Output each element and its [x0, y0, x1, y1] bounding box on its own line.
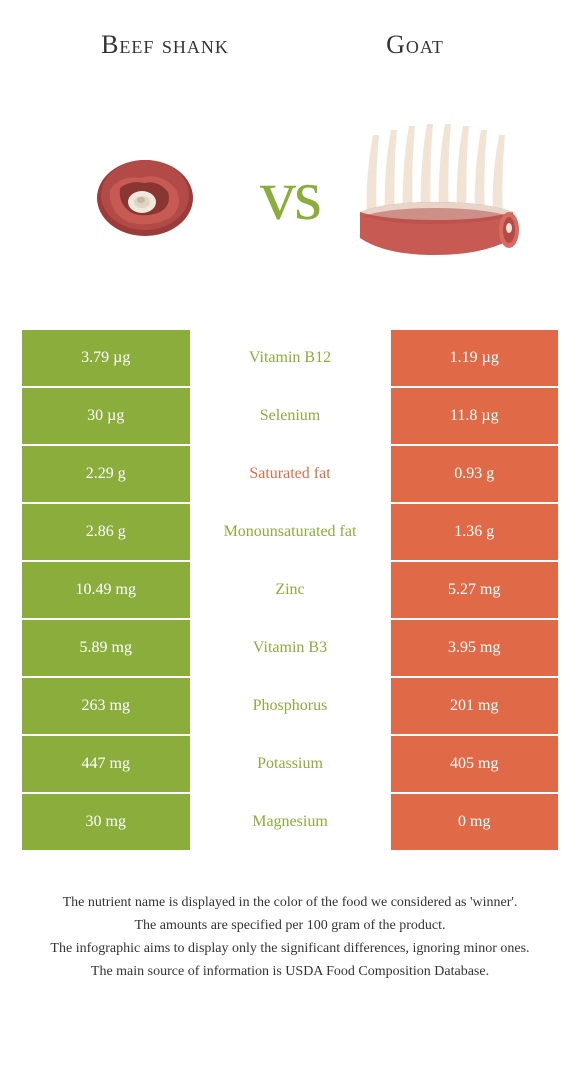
table-row: 2.29 gSaturated fat0.93 g	[22, 446, 558, 502]
cell-left-value: 2.29 g	[22, 446, 190, 502]
cell-left-value: 3.79 µg	[22, 330, 190, 386]
cell-right-value: 11.8 µg	[391, 388, 559, 444]
cell-left-value: 263 mg	[22, 678, 190, 734]
table-row: 5.89 mgVitamin B33.95 mg	[22, 620, 558, 676]
cell-nutrient-label: Vitamin B3	[190, 620, 391, 676]
cell-right-value: 3.95 mg	[391, 620, 559, 676]
cell-left-value: 30 mg	[22, 794, 190, 850]
cell-right-value: 405 mg	[391, 736, 559, 792]
table-row: 447 mgPotassium405 mg	[22, 736, 558, 792]
cell-nutrient-label: Potassium	[190, 736, 391, 792]
goat-rack-icon	[345, 120, 525, 270]
header-right: Goat	[290, 30, 540, 60]
beef-shank-icon	[90, 150, 200, 240]
nutrient-table: 3.79 µgVitamin B121.19 µg30 µgSelenium11…	[0, 330, 580, 850]
cell-nutrient-label: Phosphorus	[190, 678, 391, 734]
cell-left-value: 5.89 mg	[22, 620, 190, 676]
table-row: 30 mgMagnesium0 mg	[22, 794, 558, 850]
footer-line: The nutrient name is displayed in the co…	[20, 892, 560, 913]
cell-nutrient-label: Monounsaturated fat	[190, 504, 391, 560]
footer-notes: The nutrient name is displayed in the co…	[0, 852, 580, 982]
table-row: 2.86 gMonounsaturated fat1.36 g	[22, 504, 558, 560]
beef-shank-image	[30, 150, 260, 240]
goat-rack-image	[320, 120, 550, 270]
cell-nutrient-label: Vitamin B12	[190, 330, 391, 386]
table-row: 3.79 µgVitamin B121.19 µg	[22, 330, 558, 386]
cell-right-value: 5.27 mg	[391, 562, 559, 618]
cell-right-value: 1.36 g	[391, 504, 559, 560]
cell-left-value: 447 mg	[22, 736, 190, 792]
header-left: Beef shank	[40, 30, 290, 60]
cell-right-value: 1.19 µg	[391, 330, 559, 386]
table-row: 10.49 mgZinc5.27 mg	[22, 562, 558, 618]
cell-nutrient-label: Zinc	[190, 562, 391, 618]
cell-left-value: 30 µg	[22, 388, 190, 444]
cell-nutrient-label: Saturated fat	[190, 446, 391, 502]
vs-label: vs	[260, 154, 320, 237]
cell-nutrient-label: Magnesium	[190, 794, 391, 850]
footer-line: The infographic aims to display only the…	[20, 938, 560, 959]
cell-right-value: 0 mg	[391, 794, 559, 850]
table-row: 263 mgPhosphorus201 mg	[22, 678, 558, 734]
cell-right-value: 201 mg	[391, 678, 559, 734]
footer-line: The amounts are specified per 100 gram o…	[20, 915, 560, 936]
cell-right-value: 0.93 g	[391, 446, 559, 502]
cell-left-value: 2.86 g	[22, 504, 190, 560]
cell-nutrient-label: Selenium	[190, 388, 391, 444]
cell-left-value: 10.49 mg	[22, 562, 190, 618]
footer-line: The main source of information is USDA F…	[20, 961, 560, 982]
table-row: 30 µgSelenium11.8 µg	[22, 388, 558, 444]
